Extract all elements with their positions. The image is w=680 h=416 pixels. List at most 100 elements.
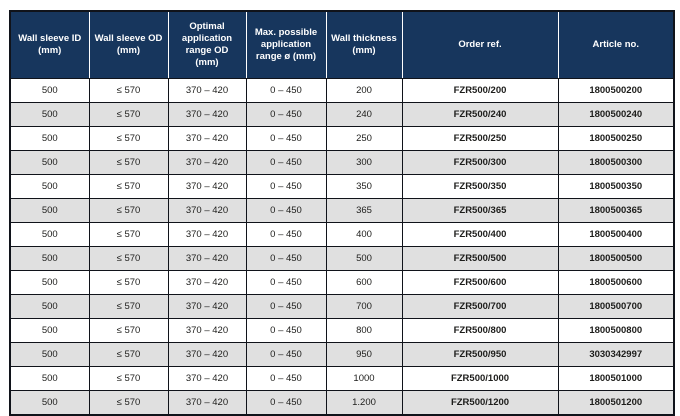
table-row: 500 ≤ 570 370 – 420 0 – 450 400 FZR500/4… (9, 222, 675, 247)
cell-wall-sleeve-id: 500 (9, 126, 90, 151)
cell-wall-thickness: 800 (325, 318, 403, 343)
table-row: 500 ≤ 570 370 – 420 0 – 450 800 FZR500/8… (9, 318, 675, 343)
cell-max-range: 0 – 450 (245, 102, 327, 127)
table-row: 500 ≤ 570 370 – 420 0 – 450 1000 FZR500/… (9, 366, 675, 391)
header-article-no: Article no. (557, 11, 675, 79)
header-order-ref: Order ref. (401, 11, 559, 79)
cell-max-range: 0 – 450 (245, 270, 327, 295)
cell-wall-thickness: 600 (325, 270, 403, 295)
cell-order-ref: FZR500/700 (401, 294, 559, 319)
cell-wall-thickness: 1000 (325, 366, 403, 391)
cell-order-ref: FZR500/950 (401, 342, 559, 367)
cell-wall-thickness: 200 (325, 78, 403, 103)
cell-max-range: 0 – 450 (245, 222, 327, 247)
table-row: 500 ≤ 570 370 – 420 0 – 450 500 FZR500/5… (9, 246, 675, 271)
cell-article-no: 1800500350 (557, 174, 675, 199)
table-row: 500 ≤ 570 370 – 420 0 – 450 200 FZR500/2… (9, 78, 675, 103)
cell-optimal-range: 370 – 420 (167, 198, 247, 223)
cell-max-range: 0 – 450 (245, 366, 327, 391)
cell-max-range: 0 – 450 (245, 126, 327, 151)
cell-wall-sleeve-id: 500 (9, 174, 90, 199)
cell-optimal-range: 370 – 420 (167, 270, 247, 295)
header-wall-sleeve-id: Wall sleeve ID (mm) (9, 11, 90, 79)
cell-wall-sleeve-od: ≤ 570 (88, 198, 169, 223)
cell-article-no: 1800500365 (557, 198, 675, 223)
cell-wall-thickness: 700 (325, 294, 403, 319)
table-row: 500 ≤ 570 370 – 420 0 – 450 950 FZR500/9… (9, 342, 675, 367)
header-wall-thickness: Wall thickness (mm) (325, 11, 403, 79)
table-row: 500 ≤ 570 370 – 420 0 – 450 365 FZR500/3… (9, 198, 675, 223)
cell-optimal-range: 370 – 420 (167, 318, 247, 343)
cell-order-ref: FZR500/200 (401, 78, 559, 103)
cell-wall-sleeve-id: 500 (9, 198, 90, 223)
cell-article-no: 1800500500 (557, 246, 675, 271)
cell-wall-sleeve-id: 500 (9, 366, 90, 391)
cell-max-range: 0 – 450 (245, 150, 327, 175)
cell-optimal-range: 370 – 420 (167, 78, 247, 103)
table-row: 500 ≤ 570 370 – 420 0 – 450 250 FZR500/2… (9, 126, 675, 151)
cell-optimal-range: 370 – 420 (167, 150, 247, 175)
cell-optimal-range: 370 – 420 (167, 294, 247, 319)
cell-optimal-range: 370 – 420 (167, 366, 247, 391)
cell-wall-sleeve-od: ≤ 570 (88, 246, 169, 271)
cell-order-ref: FZR500/365 (401, 198, 559, 223)
cell-wall-thickness: 500 (325, 246, 403, 271)
cell-wall-sleeve-id: 500 (9, 102, 90, 127)
cell-wall-thickness: 240 (325, 102, 403, 127)
cell-article-no: 1800500240 (557, 102, 675, 127)
cell-max-range: 0 – 450 (245, 78, 327, 103)
table-row: 500 ≤ 570 370 – 420 0 – 450 600 FZR500/6… (9, 270, 675, 295)
wall-sleeve-spec-table: Wall sleeve ID (mm) Wall sleeve OD (mm) … (9, 10, 675, 416)
cell-wall-sleeve-od: ≤ 570 (88, 78, 169, 103)
page: Wall sleeve ID (mm) Wall sleeve OD (mm) … (9, 10, 675, 416)
cell-wall-sleeve-id: 500 (9, 246, 90, 271)
cell-order-ref: FZR500/350 (401, 174, 559, 199)
cell-optimal-range: 370 – 420 (167, 246, 247, 271)
cell-article-no: 1800500300 (557, 150, 675, 175)
cell-article-no: 3030342997 (557, 342, 675, 367)
header-max-possible-application-range: Max. possible application range ø (mm) (245, 11, 327, 79)
cell-article-no: 1800500200 (557, 78, 675, 103)
table-header: Wall sleeve ID (mm) Wall sleeve OD (mm) … (9, 11, 675, 79)
cell-optimal-range: 370 – 420 (167, 126, 247, 151)
cell-wall-sleeve-id: 500 (9, 150, 90, 175)
cell-wall-sleeve-id: 500 (9, 78, 90, 103)
cell-wall-thickness: 300 (325, 150, 403, 175)
cell-wall-thickness: 365 (325, 198, 403, 223)
cell-optimal-range: 370 – 420 (167, 102, 247, 127)
cell-wall-sleeve-od: ≤ 570 (88, 366, 169, 391)
cell-wall-sleeve-id: 500 (9, 318, 90, 343)
cell-wall-sleeve-od: ≤ 570 (88, 318, 169, 343)
cell-article-no: 1800500700 (557, 294, 675, 319)
cell-wall-sleeve-od: ≤ 570 (88, 342, 169, 367)
cell-wall-sleeve-od: ≤ 570 (88, 222, 169, 247)
cell-order-ref: FZR500/600 (401, 270, 559, 295)
table-row: 500 ≤ 570 370 – 420 0 – 450 300 FZR500/3… (9, 150, 675, 175)
cell-wall-sleeve-od: ≤ 570 (88, 174, 169, 199)
cell-order-ref: FZR500/800 (401, 318, 559, 343)
cell-max-range: 0 – 450 (245, 174, 327, 199)
cell-max-range: 0 – 450 (245, 198, 327, 223)
cell-wall-thickness: 400 (325, 222, 403, 247)
cell-order-ref: FZR500/240 (401, 102, 559, 127)
cell-optimal-range: 370 – 420 (167, 174, 247, 199)
cell-wall-sleeve-id: 500 (9, 294, 90, 319)
cell-optimal-range: 370 – 420 (167, 342, 247, 367)
cell-wall-sleeve-od: ≤ 570 (88, 102, 169, 127)
table-row: 500 ≤ 570 370 – 420 0 – 450 240 FZR500/2… (9, 102, 675, 127)
cell-wall-thickness: 250 (325, 126, 403, 151)
table-body: 500 ≤ 570 370 – 420 0 – 450 200 FZR500/2… (9, 78, 675, 416)
cell-wall-sleeve-id: 500 (9, 222, 90, 247)
cell-order-ref: FZR500/400 (401, 222, 559, 247)
header-optimal-application-range: Optimal application range OD (mm) (167, 11, 247, 79)
cell-order-ref: FZR500/500 (401, 246, 559, 271)
cell-order-ref: FZR500/300 (401, 150, 559, 175)
cell-order-ref: FZR500/1000 (401, 366, 559, 391)
cell-article-no: 1800501000 (557, 366, 675, 391)
cell-max-range: 0 – 450 (245, 342, 327, 367)
cell-optimal-range: 370 – 420 (167, 222, 247, 247)
cell-max-range: 0 – 450 (245, 294, 327, 319)
cell-wall-thickness: 950 (325, 342, 403, 367)
cell-wall-thickness: 350 (325, 174, 403, 199)
cell-article-no: 1800500600 (557, 270, 675, 295)
